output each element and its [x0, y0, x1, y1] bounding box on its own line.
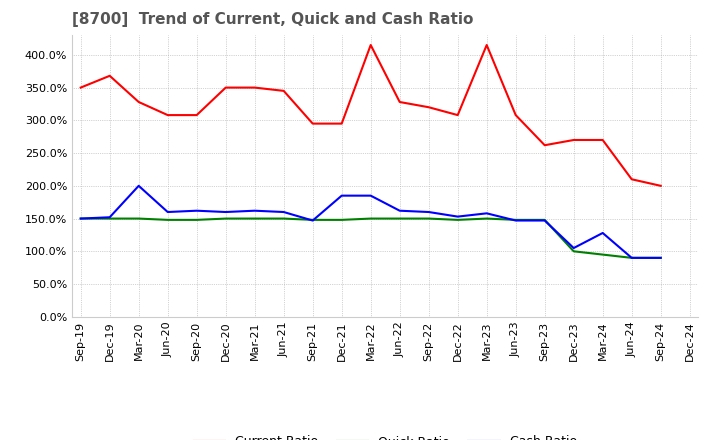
Current Ratio [424, 105, 433, 110]
Quick Ratio [251, 216, 259, 221]
Cash Ratio [570, 246, 578, 251]
Cash Ratio [163, 209, 172, 215]
Cash Ratio [482, 211, 491, 216]
Line: Quick Ratio: Quick Ratio [81, 219, 661, 258]
Current Ratio [482, 42, 491, 48]
Current Ratio [570, 137, 578, 143]
Quick Ratio [454, 217, 462, 223]
Quick Ratio [76, 216, 85, 221]
Current Ratio [395, 99, 404, 105]
Cash Ratio [338, 193, 346, 198]
Current Ratio [308, 121, 317, 126]
Quick Ratio [657, 255, 665, 260]
Quick Ratio [598, 252, 607, 257]
Line: Current Ratio: Current Ratio [81, 45, 661, 186]
Cash Ratio [454, 214, 462, 219]
Current Ratio [511, 113, 520, 118]
Current Ratio [541, 143, 549, 148]
Cash Ratio [395, 208, 404, 213]
Current Ratio [105, 73, 114, 78]
Current Ratio [163, 113, 172, 118]
Cash Ratio [251, 208, 259, 213]
Current Ratio [598, 137, 607, 143]
Cash Ratio [279, 209, 288, 215]
Cash Ratio [105, 215, 114, 220]
Quick Ratio [163, 217, 172, 223]
Quick Ratio [511, 217, 520, 223]
Current Ratio [454, 113, 462, 118]
Cash Ratio [221, 209, 230, 215]
Cash Ratio [627, 255, 636, 260]
Cash Ratio [424, 209, 433, 215]
Quick Ratio [105, 216, 114, 221]
Current Ratio [76, 85, 85, 90]
Current Ratio [366, 42, 375, 48]
Cash Ratio [308, 218, 317, 223]
Cash Ratio [541, 218, 549, 223]
Quick Ratio [424, 216, 433, 221]
Quick Ratio [366, 216, 375, 221]
Current Ratio [135, 99, 143, 105]
Quick Ratio [541, 217, 549, 223]
Quick Ratio [338, 217, 346, 223]
Current Ratio [338, 121, 346, 126]
Current Ratio [251, 85, 259, 90]
Quick Ratio [627, 255, 636, 260]
Text: [8700]  Trend of Current, Quick and Cash Ratio: [8700] Trend of Current, Quick and Cash … [72, 12, 473, 27]
Current Ratio [657, 183, 665, 188]
Quick Ratio [279, 216, 288, 221]
Quick Ratio [395, 216, 404, 221]
Quick Ratio [135, 216, 143, 221]
Current Ratio [192, 113, 201, 118]
Quick Ratio [221, 216, 230, 221]
Current Ratio [221, 85, 230, 90]
Line: Cash Ratio: Cash Ratio [81, 186, 661, 258]
Quick Ratio [192, 217, 201, 223]
Cash Ratio [135, 183, 143, 188]
Quick Ratio [570, 249, 578, 254]
Current Ratio [279, 88, 288, 94]
Legend: Current Ratio, Quick Ratio, Cash Ratio: Current Ratio, Quick Ratio, Cash Ratio [189, 430, 582, 440]
Cash Ratio [598, 230, 607, 235]
Cash Ratio [657, 255, 665, 260]
Cash Ratio [192, 208, 201, 213]
Current Ratio [627, 176, 636, 182]
Quick Ratio [482, 216, 491, 221]
Cash Ratio [366, 193, 375, 198]
Cash Ratio [511, 218, 520, 223]
Quick Ratio [308, 217, 317, 223]
Cash Ratio [76, 216, 85, 221]
